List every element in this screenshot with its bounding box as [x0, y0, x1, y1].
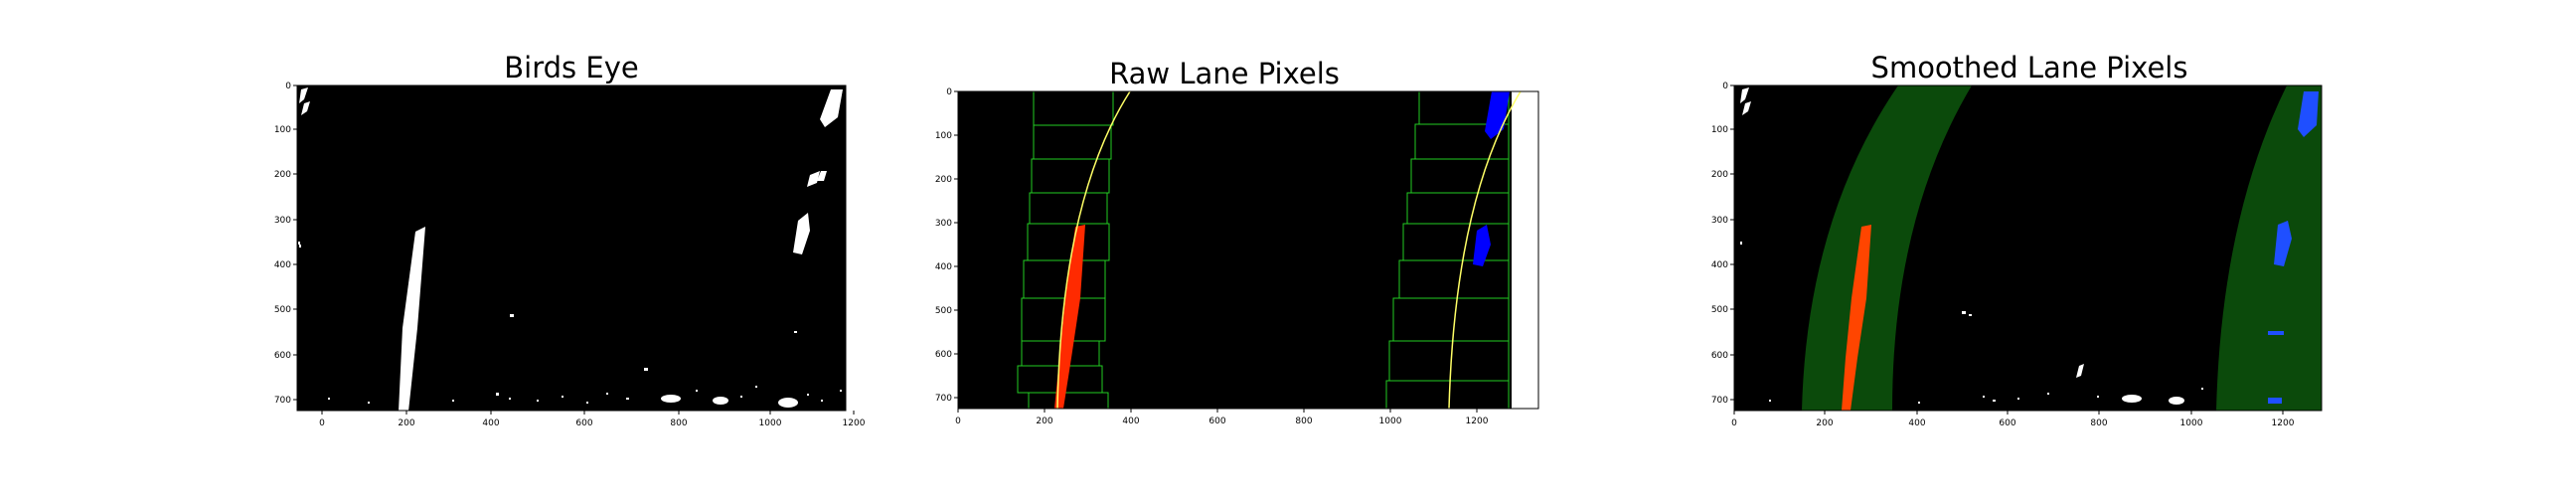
smoothed-right-lane-pixels [2268, 91, 2319, 404]
tick-label: 400 [935, 262, 952, 272]
tick-label: 300 [1711, 216, 1728, 226]
tick-label: 700 [274, 396, 291, 406]
birds-eye-axes-frame [296, 84, 847, 412]
birds-eye-y-ticks: 0 100 200 300 400 500 600 700 [274, 82, 297, 406]
tick-label: 200 [935, 175, 952, 185]
tick-label: 600 [935, 350, 952, 360]
birds-eye-x-ticks: 0 200 400 600 800 1000 1200 [319, 411, 866, 428]
raw-lane-axes-frame [957, 90, 1539, 410]
panel-smoothed-lane-pixels: Smoothed Lane Pixels 0 [1711, 51, 2323, 428]
left-lane-pixels-red [1054, 225, 1085, 409]
tick-label: 1000 [1379, 417, 1402, 426]
tick-label: 300 [274, 216, 291, 226]
tick-label: 1000 [2180, 418, 2203, 428]
tick-label: 300 [935, 219, 952, 229]
tick-label: 600 [274, 351, 291, 361]
smoothed-lane-axes-frame [1733, 84, 2323, 412]
tick-label: 400 [1908, 418, 1925, 428]
tick-label: 0 [1722, 82, 1728, 91]
raw-lane-white-strip [1512, 91, 1538, 409]
tick-label: 1200 [1466, 417, 1489, 426]
tick-label: 600 [1711, 351, 1728, 361]
tick-label: 600 [1208, 417, 1225, 426]
tick-label: 100 [935, 131, 952, 141]
tick-label: 200 [1816, 418, 1833, 428]
tick-label: 500 [935, 306, 952, 316]
left-search-margin [1802, 85, 1972, 411]
tick-label: 400 [1711, 260, 1728, 270]
tick-label: 200 [274, 170, 291, 180]
birds-eye-lane-pixels [298, 87, 843, 412]
panel-title-raw-lane-pixels: Raw Lane Pixels [1109, 57, 1340, 90]
smoothed-noise-pixels [1740, 87, 2203, 405]
tick-label: 400 [482, 418, 499, 428]
tick-label: 0 [946, 87, 952, 97]
smoothed-left-lane-pixels [1842, 225, 1871, 411]
tick-label: 0 [1731, 418, 1737, 428]
tick-label: 500 [1711, 305, 1728, 315]
left-fit-line [1056, 90, 1131, 410]
raw-lane-y-ticks: 0 100 200 300 400 500 600 700 [935, 87, 958, 404]
tick-label: 0 [319, 418, 325, 428]
tick-label: 600 [1999, 418, 2015, 428]
tick-label: 1000 [759, 418, 782, 428]
tick-label: 700 [935, 394, 952, 404]
panel-title-birds-eye: Birds Eye [504, 51, 638, 84]
right-lane-pixels-blue [1473, 91, 1510, 266]
raw-lane-image [958, 91, 1512, 409]
tick-label: 200 [1036, 417, 1052, 426]
smoothed-lane-x-ticks: 0 200 400 600 800 1000 1200 [1731, 411, 2295, 428]
tick-label: 600 [575, 418, 592, 428]
tick-label: 200 [398, 418, 414, 428]
right-search-margin [2216, 85, 2322, 411]
birds-eye-image [297, 85, 846, 411]
sliding-windows-right [1385, 90, 1510, 410]
tick-label: 500 [274, 305, 291, 315]
tick-label: 400 [274, 260, 291, 270]
tick-label: 0 [955, 417, 961, 426]
tick-label: 200 [1711, 170, 1728, 180]
right-fit-line [1448, 90, 1522, 410]
tick-label: 700 [1711, 396, 1728, 406]
tick-label: 0 [285, 82, 291, 91]
tick-label: 100 [1711, 125, 1728, 135]
panel-raw-lane-pixels: Raw Lane Pixels [935, 57, 1539, 426]
smoothed-lane-y-ticks: 0 100 200 300 400 500 600 700 [1711, 82, 1734, 406]
tick-label: 1200 [843, 418, 866, 428]
tick-label: 800 [1295, 417, 1312, 426]
panel-birds-eye: Birds Eye [274, 51, 866, 428]
tick-label: 800 [670, 418, 687, 428]
tick-label: 400 [1122, 417, 1139, 426]
panel-title-smoothed-lane-pixels: Smoothed Lane Pixels [1871, 51, 2188, 84]
tick-label: 800 [2090, 418, 2107, 428]
raw-lane-x-ticks: 0 200 400 600 800 1000 1200 [955, 409, 1489, 426]
tick-label: 100 [274, 125, 291, 135]
tick-label: 1200 [2272, 418, 2295, 428]
